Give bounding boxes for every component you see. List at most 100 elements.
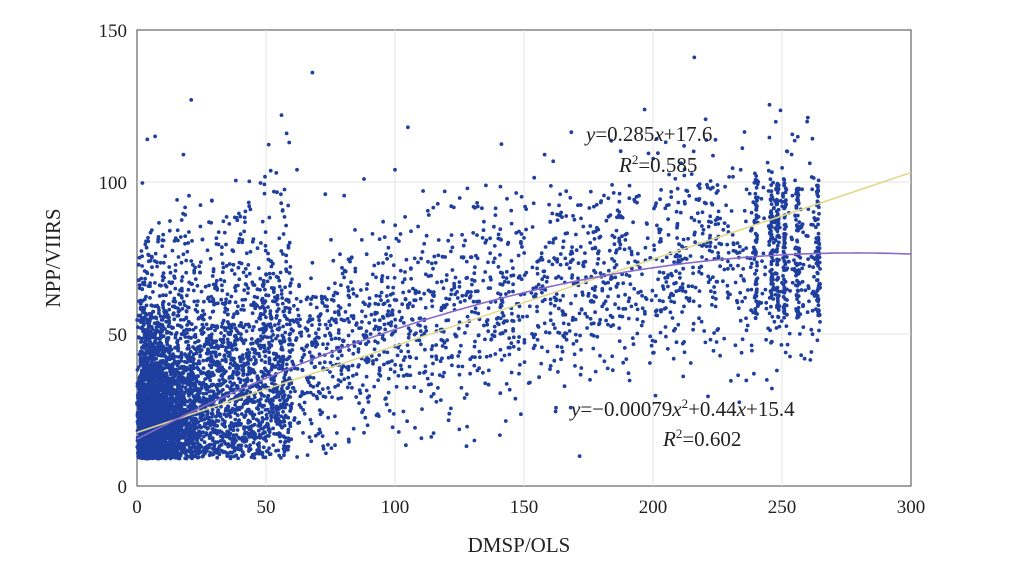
data-point xyxy=(275,190,279,195)
data-point xyxy=(288,322,292,327)
data-point xyxy=(658,330,663,335)
data-point xyxy=(675,236,679,240)
data-point xyxy=(260,219,265,224)
data-point xyxy=(209,332,214,337)
data-point xyxy=(142,390,147,395)
data-point xyxy=(251,440,256,445)
data-point xyxy=(171,311,176,316)
data-point xyxy=(207,283,211,288)
data-point xyxy=(576,261,581,266)
data-point xyxy=(172,451,177,455)
data-point xyxy=(219,252,224,256)
data-point xyxy=(501,275,505,279)
data-point xyxy=(166,336,171,340)
data-point xyxy=(369,312,374,317)
data-point xyxy=(183,213,188,217)
data-point xyxy=(262,306,267,311)
data-point xyxy=(623,232,628,237)
data-point xyxy=(255,287,260,292)
data-point xyxy=(279,292,284,296)
data-point xyxy=(221,219,226,224)
data-point xyxy=(163,354,168,359)
data-point xyxy=(136,278,141,283)
data-point xyxy=(254,417,259,422)
data-point xyxy=(290,359,295,364)
data-point xyxy=(171,352,176,356)
data-point xyxy=(471,204,476,209)
data-point xyxy=(168,443,173,448)
data-point xyxy=(773,119,778,124)
data-point xyxy=(211,309,216,314)
data-point xyxy=(290,348,295,352)
data-point xyxy=(449,288,454,292)
data-point xyxy=(156,235,161,239)
data-point xyxy=(535,266,539,271)
data-point xyxy=(810,308,815,313)
data-point xyxy=(176,435,180,440)
data-point xyxy=(198,203,203,208)
data-point xyxy=(708,240,713,245)
data-point xyxy=(150,304,155,308)
data-point xyxy=(279,192,283,197)
data-point xyxy=(713,245,718,250)
data-point xyxy=(160,359,165,363)
data-point xyxy=(242,215,247,220)
data-point xyxy=(183,335,188,339)
data-point xyxy=(692,218,697,223)
data-point xyxy=(654,293,658,298)
data-point xyxy=(220,283,224,288)
data-point xyxy=(219,331,223,335)
data-point xyxy=(157,410,162,414)
data-point xyxy=(162,434,167,438)
data-point xyxy=(142,332,147,337)
data-point xyxy=(247,397,252,402)
data-point xyxy=(672,300,677,305)
data-point xyxy=(195,374,200,378)
data-point xyxy=(168,432,172,437)
data-point xyxy=(372,347,377,352)
data-point xyxy=(284,259,289,264)
data-point xyxy=(498,253,502,257)
data-point xyxy=(180,275,185,279)
data-point xyxy=(160,244,165,249)
data-point xyxy=(182,433,187,437)
data-point xyxy=(621,360,626,365)
data-point xyxy=(279,249,284,253)
data-point xyxy=(167,280,172,285)
data-point xyxy=(488,353,493,358)
data-point xyxy=(183,241,187,246)
data-point xyxy=(160,369,164,374)
data-point xyxy=(244,251,249,256)
data-point xyxy=(309,439,314,444)
data-point xyxy=(571,342,576,346)
data-point xyxy=(659,188,663,192)
data-point xyxy=(564,214,569,218)
data-point xyxy=(423,305,428,310)
data-point xyxy=(162,429,166,434)
data-point xyxy=(204,391,209,396)
data-point xyxy=(146,344,151,348)
data-point xyxy=(199,386,204,391)
data-point xyxy=(333,281,337,286)
data-point xyxy=(452,302,457,307)
data-point xyxy=(416,224,420,229)
data-point xyxy=(174,380,178,384)
data-point xyxy=(160,303,165,307)
data-point xyxy=(283,285,287,290)
data-point xyxy=(278,439,283,444)
data-point xyxy=(189,282,194,286)
data-point xyxy=(407,332,411,336)
data-point xyxy=(770,386,774,391)
data-point xyxy=(277,278,282,283)
data-point xyxy=(136,414,141,418)
data-point xyxy=(431,290,436,294)
data-point xyxy=(286,203,291,208)
data-point xyxy=(361,300,366,305)
data-point xyxy=(271,333,275,337)
data-point xyxy=(237,211,241,216)
data-point xyxy=(386,376,391,381)
data-point xyxy=(216,230,221,235)
data-point xyxy=(535,337,540,342)
data-point xyxy=(154,315,158,320)
data-point xyxy=(242,288,247,293)
